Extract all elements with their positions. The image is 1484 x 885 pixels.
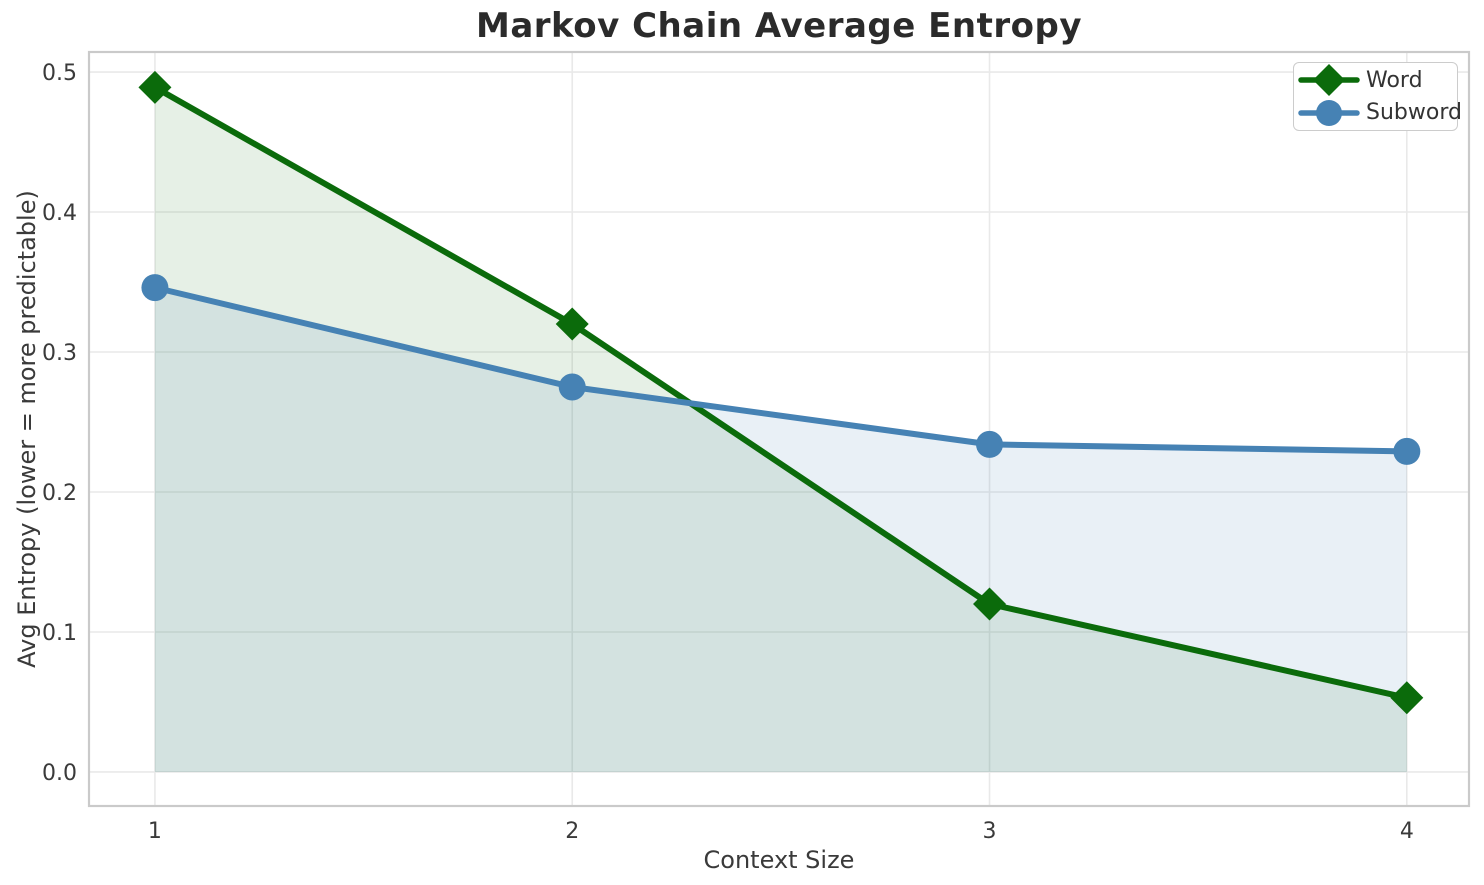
word-marker — [973, 587, 1007, 621]
word-diamond-icon — [1313, 64, 1345, 97]
chart-title: Markov Chain Average Entropy — [476, 6, 1082, 46]
subword-series-sample-icon — [1298, 99, 1360, 126]
legend: Word Subword — [1293, 62, 1462, 131]
subword-marker — [141, 274, 169, 302]
y-tick-label: 0.3 — [42, 341, 77, 366]
subword-circle-icon — [1316, 99, 1342, 126]
y-axis-label: Avg Entropy (lower = more predictable) — [13, 190, 41, 668]
y-tick-label: 0.4 — [42, 201, 77, 226]
y-tick-label: 0.2 — [42, 481, 77, 506]
y-tick-label: 0.1 — [42, 621, 77, 646]
subword-area-fill — [154, 287, 1407, 772]
y-tick-label: 0.0 — [42, 761, 77, 786]
subword-marker — [976, 430, 1004, 458]
x-tick-label: 2 — [565, 819, 579, 844]
x-tick-label: 1 — [148, 819, 162, 844]
plot-border — [87, 50, 1471, 808]
y-tick-label: 0.5 — [42, 61, 77, 86]
legend-item-subword: Subword — [1298, 97, 1462, 129]
subword-marker — [558, 373, 586, 401]
legend-label-subword: Subword — [1366, 100, 1462, 126]
subword-marker — [1393, 437, 1421, 465]
word-marker — [138, 70, 172, 104]
word-line — [151, 84, 1410, 701]
legend-item-word: Word — [1298, 64, 1453, 97]
word-area-fill — [154, 87, 1407, 772]
legend-label-word: Word — [1366, 67, 1423, 93]
subword-line — [151, 284, 1410, 455]
x-tick-label: 4 — [1400, 819, 1414, 844]
word-marker — [1390, 681, 1424, 715]
word-marker — [555, 307, 589, 341]
x-axis-label: Context Size — [703, 846, 855, 874]
x-tick-label: 3 — [983, 819, 997, 844]
word-series-sample-icon — [1298, 64, 1360, 97]
